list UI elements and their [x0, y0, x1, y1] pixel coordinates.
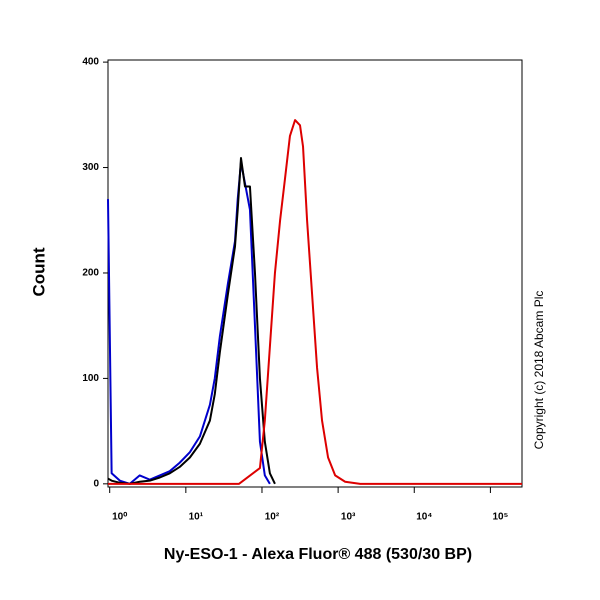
x-tick-label: 10⁰: [112, 512, 127, 523]
x-tick-label: 10³: [341, 512, 356, 523]
y-tick-label: 100: [82, 373, 99, 384]
y-tick-label: 400: [82, 57, 99, 68]
y-tick-label: 0: [93, 478, 99, 489]
x-tick-label: 10⁴: [416, 512, 432, 523]
y-axis-label: Count: [29, 247, 48, 296]
series-line: [108, 119, 522, 485]
copyright: Copyright (c) 2018 Abcam Plc: [532, 291, 546, 450]
series-line: [107, 161, 271, 485]
x-tick-label: 10²: [265, 512, 280, 523]
y-tick-label: 300: [82, 162, 99, 173]
plot-frame: [107, 59, 523, 488]
y-tick-label: 200: [82, 268, 99, 279]
x-tick-label: 10¹: [189, 512, 204, 523]
x-axis-label: Ny-ESO-1 - Alexa Fluor® 488 (530/30 BP): [164, 546, 472, 563]
series-line: [107, 157, 276, 485]
x-tick-label: 10⁵: [492, 512, 508, 523]
